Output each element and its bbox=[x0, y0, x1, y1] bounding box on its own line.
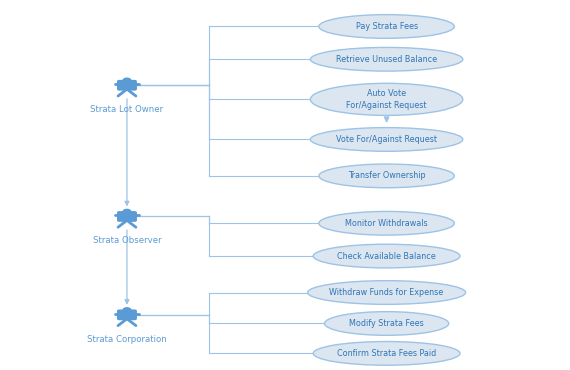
Text: Modify Strata Fees: Modify Strata Fees bbox=[349, 319, 424, 328]
Text: Retrieve Unused Balance: Retrieve Unused Balance bbox=[336, 55, 437, 64]
Text: Transfer Ownership: Transfer Ownership bbox=[348, 171, 425, 181]
Ellipse shape bbox=[311, 128, 463, 151]
Ellipse shape bbox=[311, 83, 463, 115]
Ellipse shape bbox=[314, 244, 460, 268]
Text: Vote For/Against Request: Vote For/Against Request bbox=[336, 135, 437, 144]
Ellipse shape bbox=[308, 281, 466, 305]
Ellipse shape bbox=[319, 164, 454, 188]
Text: Strata Corporation: Strata Corporation bbox=[87, 335, 167, 344]
Ellipse shape bbox=[319, 15, 454, 38]
Circle shape bbox=[123, 209, 131, 215]
Text: Withdraw Funds for Expense: Withdraw Funds for Expense bbox=[329, 288, 443, 297]
Ellipse shape bbox=[311, 47, 463, 71]
FancyBboxPatch shape bbox=[117, 80, 137, 91]
Text: Confirm Strata Fees Paid: Confirm Strata Fees Paid bbox=[337, 349, 436, 358]
Text: Pay Strata Fees: Pay Strata Fees bbox=[356, 22, 418, 31]
Text: Monitor Withdrawals: Monitor Withdrawals bbox=[345, 219, 428, 228]
Circle shape bbox=[123, 78, 131, 83]
Text: Auto Vote
For/Against Request: Auto Vote For/Against Request bbox=[347, 89, 427, 110]
FancyBboxPatch shape bbox=[117, 309, 137, 320]
Text: Strata Observer: Strata Observer bbox=[93, 236, 161, 245]
Ellipse shape bbox=[324, 312, 449, 335]
FancyBboxPatch shape bbox=[117, 211, 137, 222]
Text: Strata Lot Owner: Strata Lot Owner bbox=[91, 105, 164, 114]
Ellipse shape bbox=[314, 342, 460, 365]
Text: Check Available Balance: Check Available Balance bbox=[337, 252, 436, 260]
Ellipse shape bbox=[319, 211, 454, 235]
Circle shape bbox=[123, 308, 131, 313]
